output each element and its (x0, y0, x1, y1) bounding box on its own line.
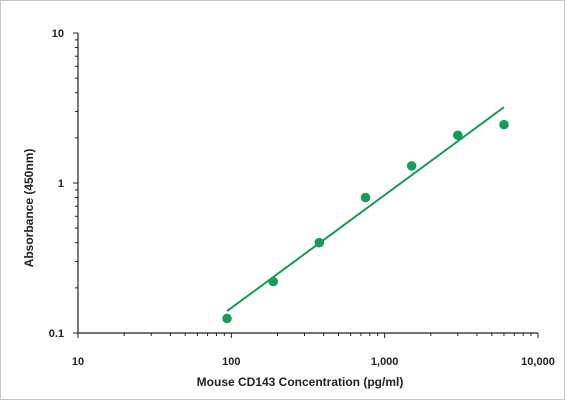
data-point (222, 313, 232, 324)
data-point (360, 192, 371, 203)
data-point (314, 237, 325, 248)
data-point (499, 119, 509, 130)
y-tick-label: 0.1 (49, 328, 64, 340)
data-point (268, 276, 278, 287)
axis-ticks (73, 32, 539, 338)
x-tick-label: 10 (72, 356, 84, 368)
x-tick-label: 100 (222, 356, 240, 368)
y-tick-label: 10 (52, 28, 64, 40)
y-axis-title: Absorbance (450nm) (22, 149, 36, 268)
data-points (222, 119, 509, 324)
x-tick-label: 10,000 (521, 356, 555, 368)
axes (77, 33, 538, 334)
x-tick-labels: 10 100 1,000 10,000 (72, 356, 555, 368)
data-point (453, 130, 463, 141)
x-tick-label: 1,000 (371, 356, 399, 368)
data-point (406, 161, 417, 171)
y-tick-labels: 0.1 1 10 (49, 28, 64, 340)
y-tick-label: 1 (58, 178, 64, 190)
x-axis-title: Mouse CD143 Concentration (pg/ml) (197, 375, 404, 389)
